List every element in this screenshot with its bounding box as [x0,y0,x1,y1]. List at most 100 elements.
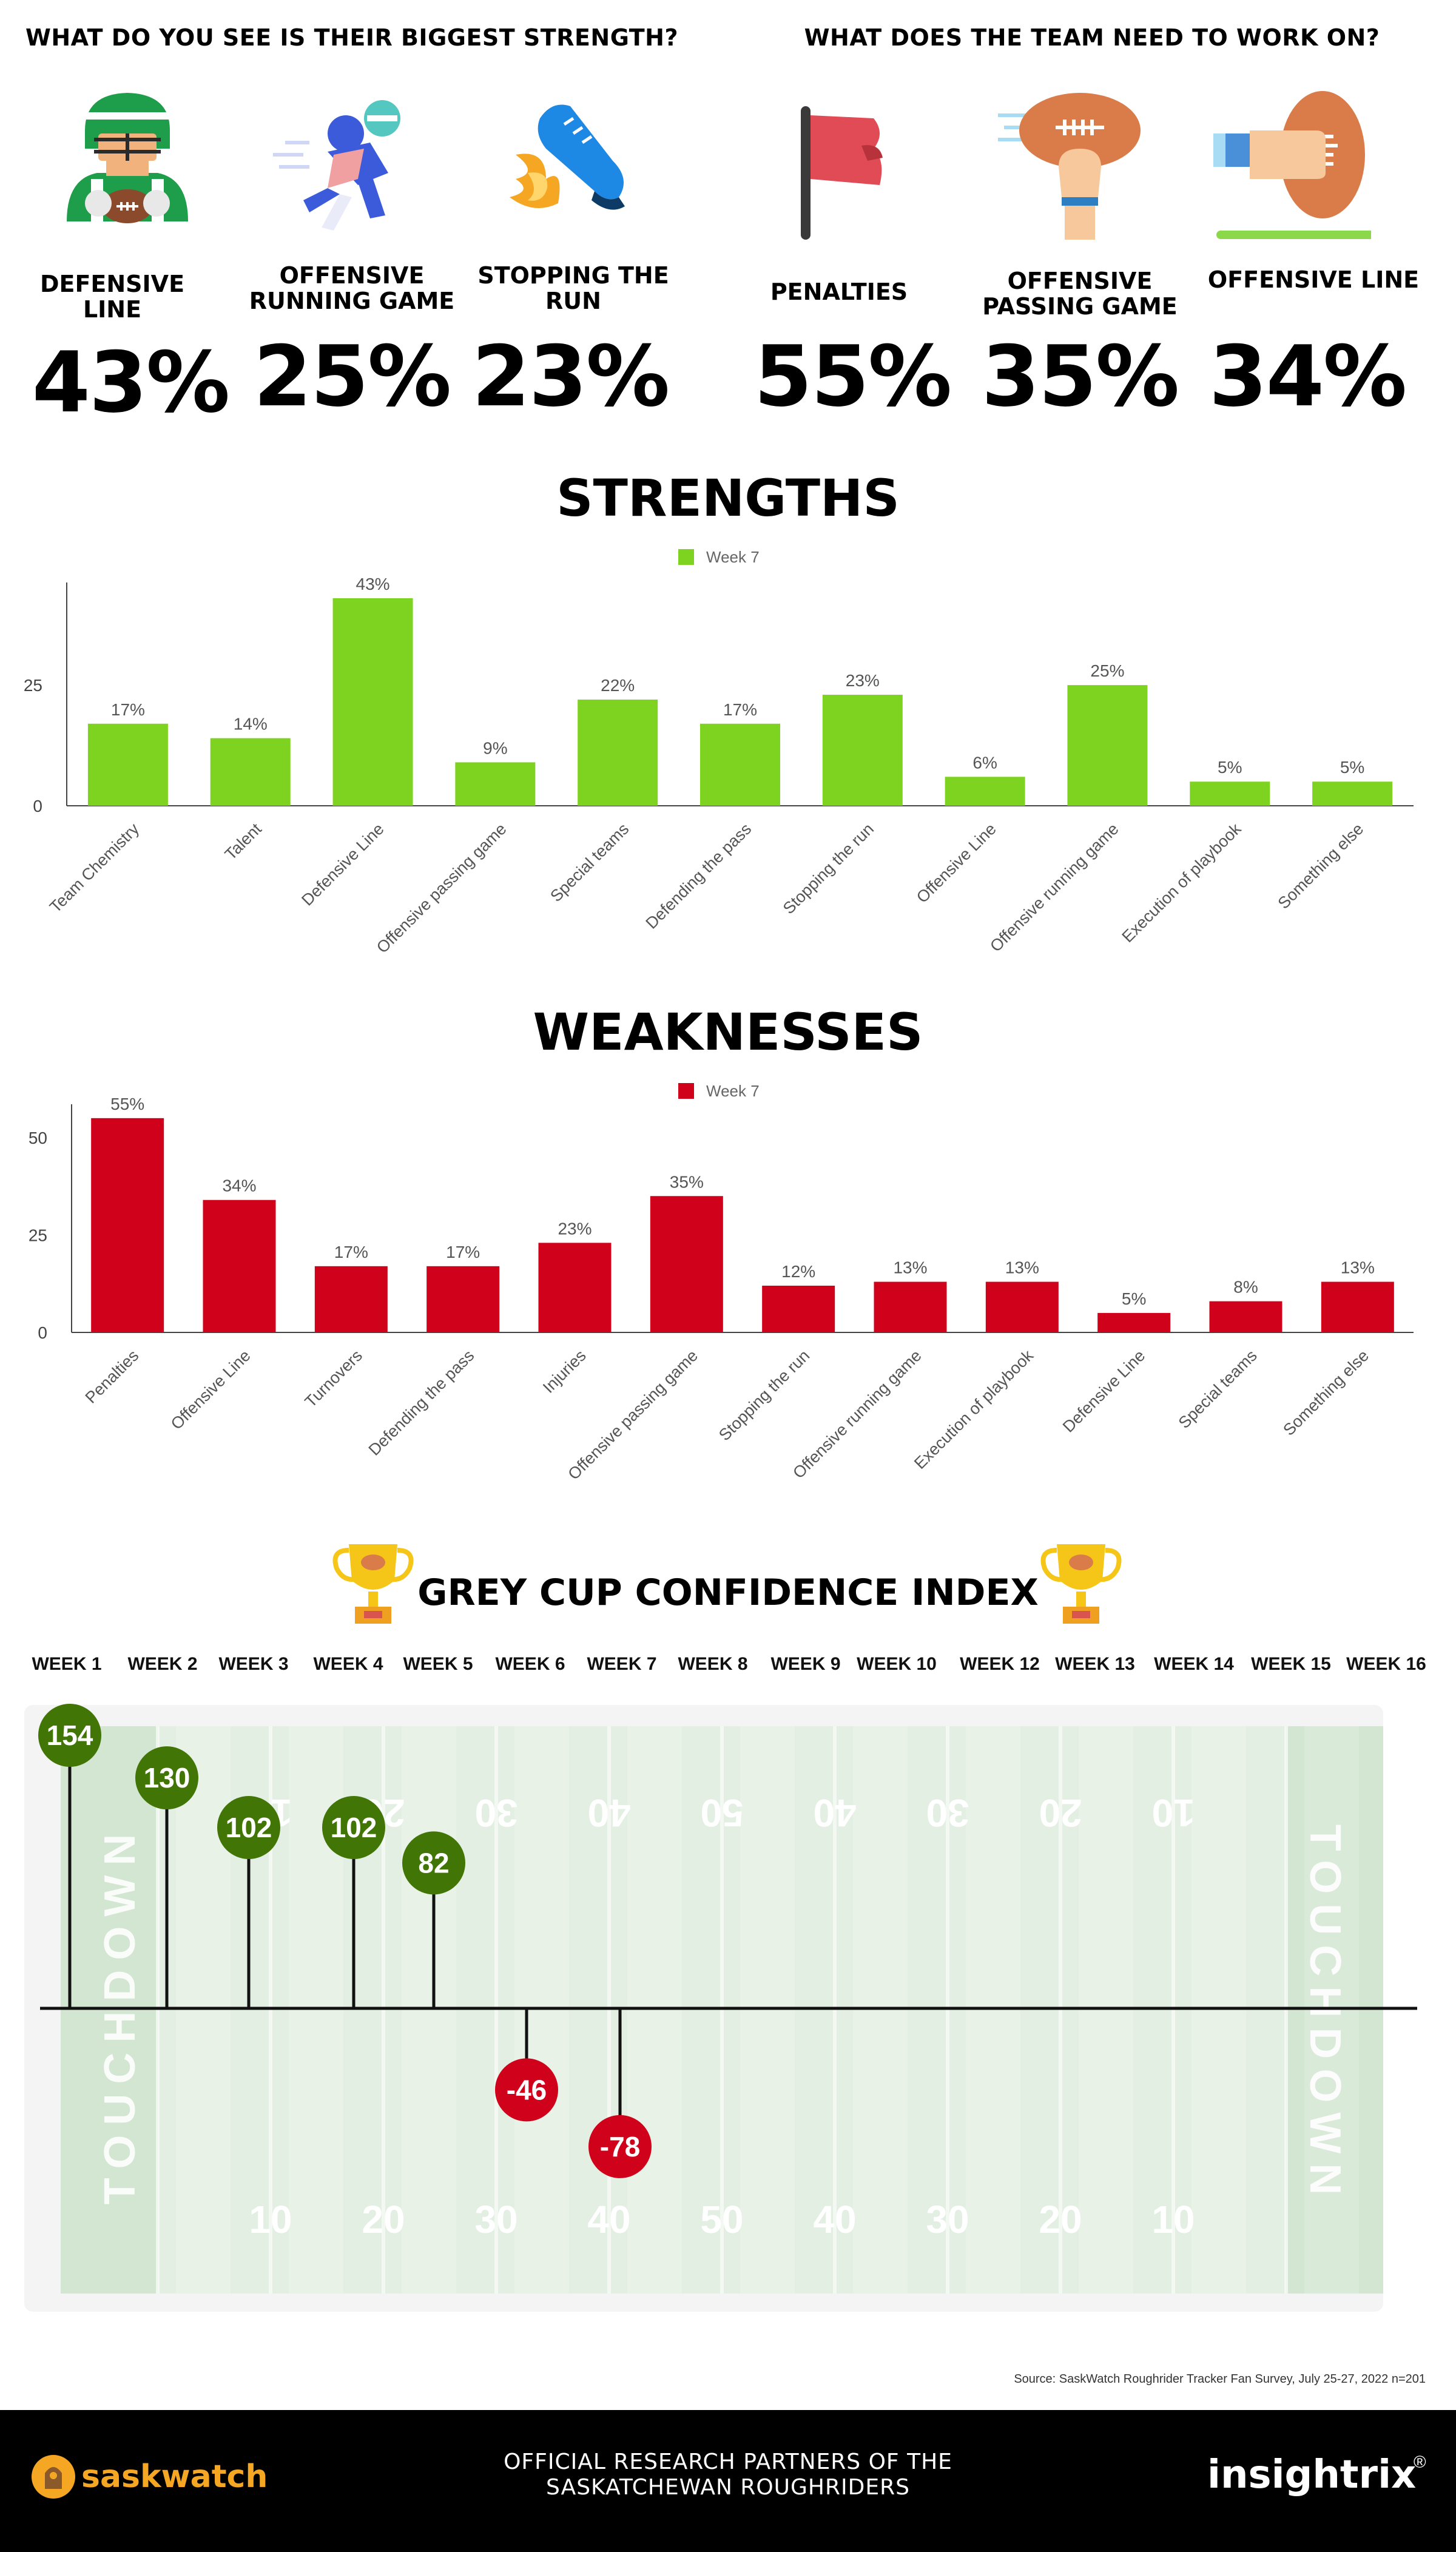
trophy-icon [331,1538,416,1632]
y-tick-label: 25 [24,676,42,695]
x-tick-label: Team Chemistry [46,820,143,916]
bar-data-label: 55% [110,1095,144,1113]
bar-data-label: 34% [222,1176,256,1195]
bar [650,1196,723,1332]
week-label: WEEK 10 [857,1654,937,1674]
week-label: WEEK 6 [495,1654,565,1674]
yard-number: 40 [813,1791,856,1835]
y-tick-label: 0 [38,1323,47,1342]
yard-number: 10 [1151,2198,1195,2241]
bar-data-label: 12% [781,1262,815,1281]
week-label: WEEK 16 [1346,1654,1426,1674]
bar-data-label: 22% [601,676,635,695]
pin-head [588,2115,652,2178]
bar-data-label: 14% [234,715,268,734]
yard-number: 30 [926,1791,969,1835]
bar-data-label: 35% [670,1172,704,1191]
x-tick-label: Offensive passing game [564,1346,701,1484]
weakness-2-label: OFFENSIVE PASSING GAME [982,268,1178,320]
x-tick-label: Injuries [539,1346,590,1397]
pin-head [402,1831,465,1895]
x-tick-label: Special teams [547,820,632,905]
pin-value: 154 [47,1720,93,1751]
x-tick-label: Offensive running game [986,820,1122,956]
weakness-3-percent: 34% [1208,328,1407,425]
week-label: WEEK 12 [960,1654,1040,1674]
week-label: WEEK 5 [403,1654,473,1674]
bar [87,723,168,806]
bar-data-label: 13% [1341,1258,1375,1277]
bar [455,762,536,806]
bar [1321,1281,1394,1332]
bar [1190,781,1270,806]
bar-data-label: 5% [1340,758,1364,777]
strength-2-percent: 25% [253,328,451,425]
pin-value: 130 [144,1762,190,1794]
bar-data-label: 43% [356,575,390,593]
thrown-football-icon [998,82,1156,240]
x-tick-label: Talent [221,820,266,864]
x-tick-label: Defensive Line [1059,1346,1149,1436]
bar [822,695,903,806]
x-tick-label: Special teams [1175,1346,1261,1432]
bar [210,738,291,806]
saskwatch-logo-icon [30,2454,76,2503]
x-tick-label: Defending the pass [642,820,755,933]
yard-number: 20 [1039,1791,1082,1835]
bar-data-label: 17% [111,700,145,719]
x-tick-label: Execution of playbook [1118,820,1244,946]
trophy-icon [1039,1538,1124,1632]
bar [985,1281,1059,1332]
confidence-title: GREY CUP CONFIDENCE INDEX [417,1571,1039,1614]
registered-mark: ® [1414,2452,1426,2471]
yard-number: 20 [1039,2198,1082,2241]
yard-number: 10 [249,2198,292,2241]
strength-1-percent: 43% [32,334,230,431]
weaknesses-title: WEAKNESSES [533,1002,923,1062]
legend-swatch [678,549,694,565]
week-label: WEEK 2 [127,1654,197,1674]
pin-head [322,1795,385,1859]
y-tick-label: 25 [29,1226,47,1244]
x-tick-label: Offensive passing game [373,820,510,957]
pin-value: 102 [226,1812,272,1843]
week-label: WEEK 14 [1154,1654,1234,1674]
x-tick-label: Stopping the run [780,820,877,917]
bar [1312,781,1393,806]
yard-number: 30 [474,2198,517,2241]
strength-question: WHAT DO YOU SEE IS THEIR BIGGEST STRENGT… [25,24,679,51]
bar-data-label: 6% [972,753,997,772]
football-player-icon [49,82,206,240]
bar [945,777,1025,806]
x-tick-label: Offensive running game [789,1346,925,1482]
bar-data-label: 5% [1122,1289,1146,1308]
x-tick-label: Penalties [82,1346,143,1407]
bar-data-label: 9% [483,738,507,757]
bar-data-label: 23% [558,1219,592,1238]
legend-label: Week 7 [706,548,760,566]
pin-head [38,1704,101,1767]
bar [762,1285,835,1332]
week-label: WEEK 7 [587,1654,656,1674]
x-tick-label: Something else [1275,820,1367,913]
bar-data-label: 8% [1233,1278,1258,1297]
week-label: WEEK 9 [770,1654,840,1674]
weakness-2-percent: 35% [981,328,1179,425]
pin-value: -46 [507,2074,547,2105]
strength-3-label: STOPPING THE RUN [477,262,669,314]
bar [426,1266,500,1332]
bar [874,1281,947,1332]
partner-line-1: OFFICIAL RESEARCH PARTNERS OF THE [504,2449,952,2474]
strength-2-label: OFFENSIVE RUNNING GAME [249,262,455,314]
x-tick-label: Offensive Line [167,1346,254,1433]
week-label: WEEK 8 [678,1654,747,1674]
x-tick-label: Something else [1279,1346,1372,1439]
bar-data-label: 17% [723,700,757,719]
pin-value: -78 [600,2131,640,2162]
x-tick-label: Execution of playbook [911,1346,1037,1473]
touchdown-left: TOUCHDOWN [96,1825,144,2205]
yard-number: 10 [1151,1791,1195,1835]
touchdown-right: TOUCHDOWN [1301,1825,1349,2205]
weakness-1-label: PENALTIES [770,278,908,305]
x-tick-label: Turnovers [302,1346,366,1411]
